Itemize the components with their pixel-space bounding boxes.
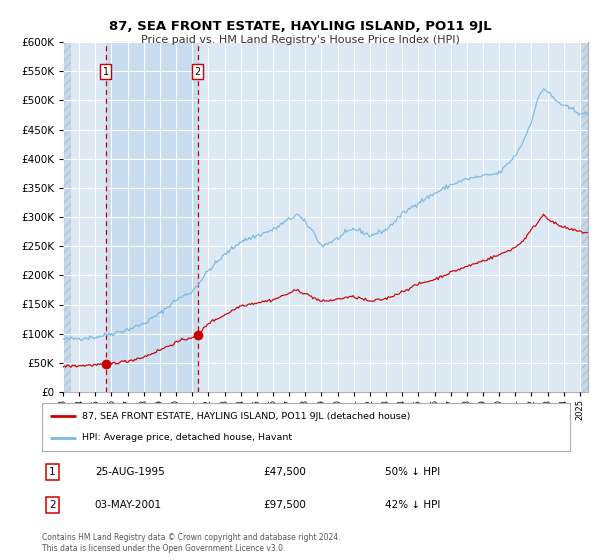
Text: 2: 2 <box>49 501 56 510</box>
Text: 87, SEA FRONT ESTATE, HAYLING ISLAND, PO11 9JL: 87, SEA FRONT ESTATE, HAYLING ISLAND, PO… <box>109 20 491 32</box>
Text: 25-AUG-1995: 25-AUG-1995 <box>95 467 164 477</box>
Text: Price paid vs. HM Land Registry's House Price Index (HPI): Price paid vs. HM Land Registry's House … <box>140 35 460 45</box>
Bar <box>580 42 588 392</box>
Text: 87, SEA FRONT ESTATE, HAYLING ISLAND, PO11 9JL (detached house): 87, SEA FRONT ESTATE, HAYLING ISLAND, PO… <box>82 412 410 421</box>
Text: 1: 1 <box>103 67 109 77</box>
Text: £97,500: £97,500 <box>264 501 307 510</box>
Text: 2: 2 <box>194 67 201 77</box>
Text: 1: 1 <box>49 467 56 477</box>
Bar <box>106 42 197 392</box>
Bar <box>63 42 71 392</box>
Text: HPI: Average price, detached house, Havant: HPI: Average price, detached house, Hava… <box>82 433 292 442</box>
Text: 03-MAY-2001: 03-MAY-2001 <box>95 501 162 510</box>
Text: £47,500: £47,500 <box>264 467 307 477</box>
Text: 42% ↓ HPI: 42% ↓ HPI <box>385 501 440 510</box>
FancyBboxPatch shape <box>42 403 570 451</box>
Text: Contains HM Land Registry data © Crown copyright and database right 2024.
This d: Contains HM Land Registry data © Crown c… <box>42 533 341 553</box>
Text: 50% ↓ HPI: 50% ↓ HPI <box>385 467 440 477</box>
